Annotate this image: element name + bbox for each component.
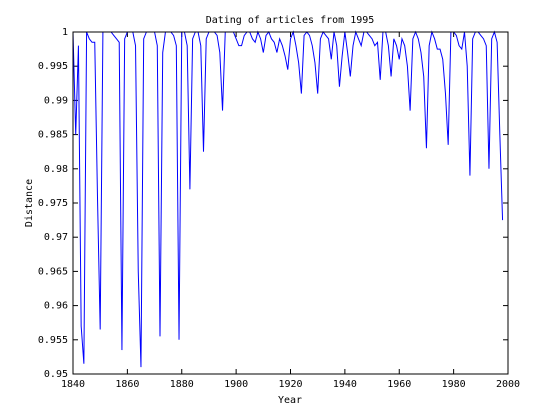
x-tick-label: 1960 [387, 379, 411, 390]
x-tick-label: 2000 [496, 379, 520, 390]
y-tick-label: 0.995 [38, 61, 68, 72]
y-tick-label: 0.95 [44, 369, 68, 380]
y-tick-label: 0.975 [38, 198, 68, 209]
data-line [72, 30, 504, 368]
x-tick-label: 1900 [224, 379, 248, 390]
plot-frame [72, 31, 509, 375]
y-tick-label: 0.985 [38, 130, 68, 141]
chart-title: Dating of articles from 1995 [206, 15, 375, 26]
y-tick-label: 0.965 [38, 266, 68, 277]
y-tick-label: 0.955 [38, 335, 68, 346]
y-tick-label: 0.98 [44, 164, 68, 175]
y-tick-label: 0.99 [44, 95, 68, 106]
x-tick-label: 1920 [278, 379, 302, 390]
y-tick-label: 0.97 [44, 232, 68, 243]
x-tick-label: 1840 [61, 379, 85, 390]
y-tick-label: 1 [62, 27, 68, 38]
x-axis-label: Year [278, 395, 302, 406]
x-tick-label: 1980 [442, 379, 466, 390]
x-tick-label: 1860 [115, 379, 139, 390]
x-tick-label: 1880 [170, 379, 194, 390]
x-tick-label: 1940 [333, 379, 357, 390]
y-tick-label: 0.96 [44, 301, 68, 312]
y-axis-label: Distance [24, 179, 35, 227]
